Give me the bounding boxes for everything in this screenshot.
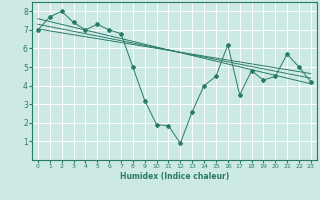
X-axis label: Humidex (Indice chaleur): Humidex (Indice chaleur) bbox=[120, 172, 229, 181]
